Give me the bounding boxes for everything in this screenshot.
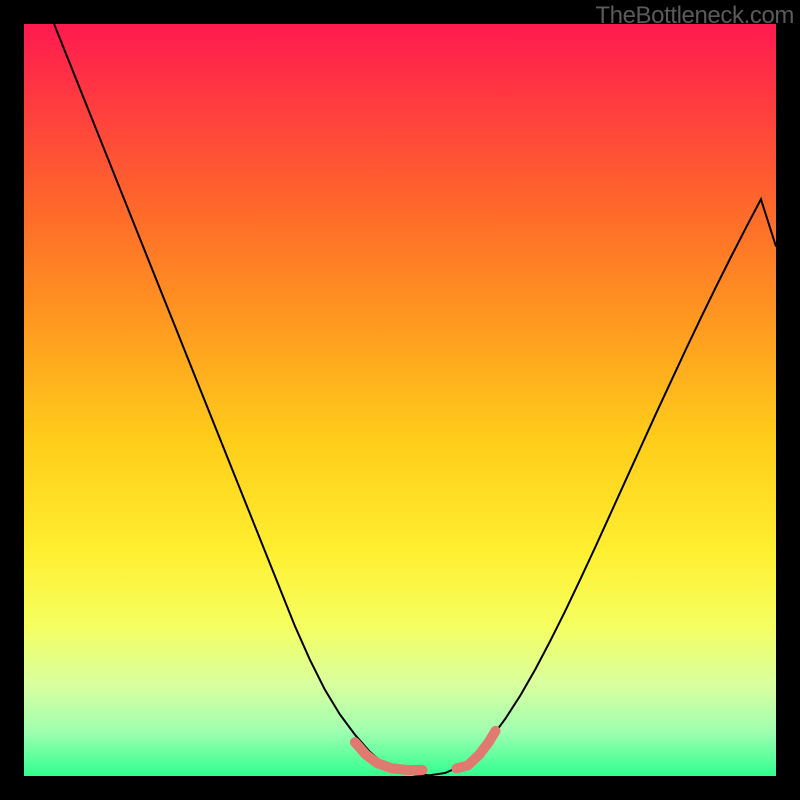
chart-svg [24,24,776,776]
chart-plot-area [24,24,776,776]
attribution-watermark: TheBottleneck.com [595,2,794,30]
